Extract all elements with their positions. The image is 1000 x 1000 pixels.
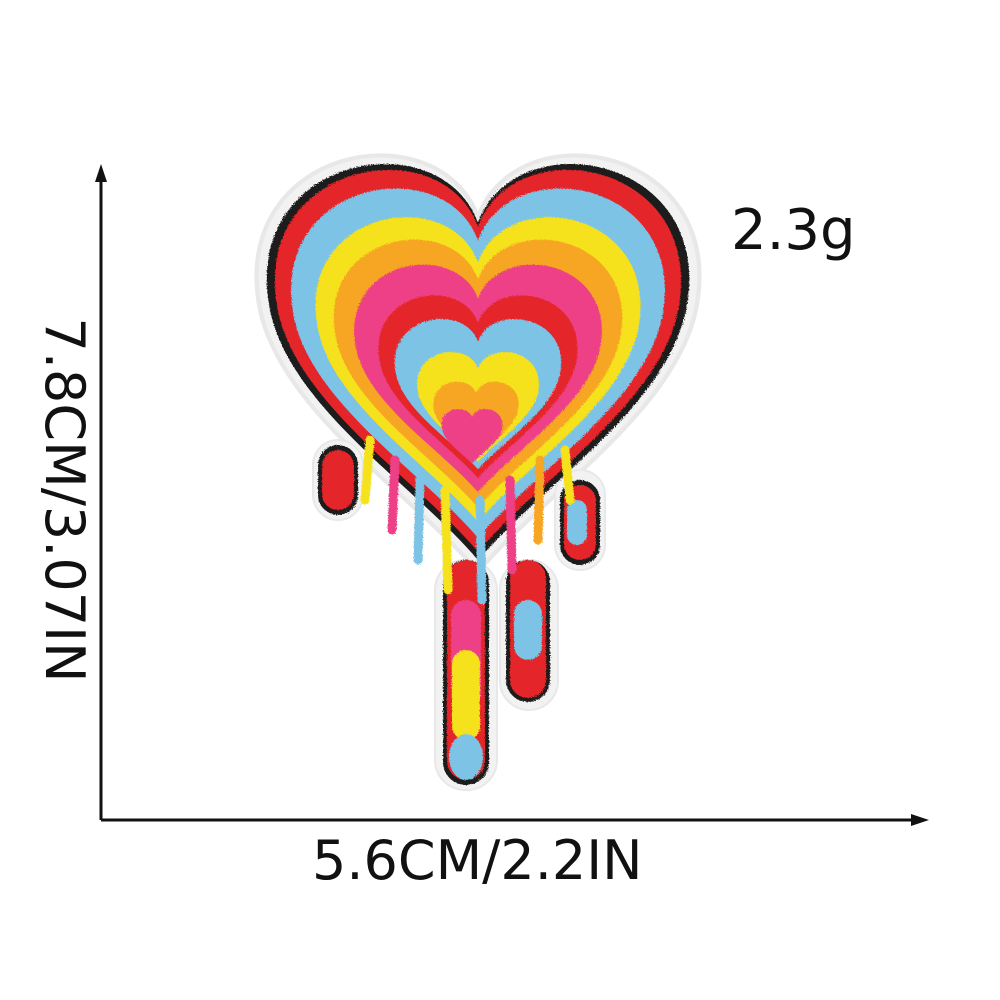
- melting-streaks: [360, 435, 575, 605]
- heart-drips: [322, 450, 596, 780]
- vertical-axis: [95, 164, 107, 820]
- arrow-up-icon: [95, 164, 107, 182]
- weight-label: 2.3g: [731, 198, 856, 263]
- arrow-right-icon: [911, 814, 929, 826]
- horizontal-axis: [101, 814, 929, 826]
- height-dimension-label: 7.8CM/3.07IN: [33, 317, 96, 683]
- width-dimension-label: 5.6CM/2.2IN: [312, 829, 643, 892]
